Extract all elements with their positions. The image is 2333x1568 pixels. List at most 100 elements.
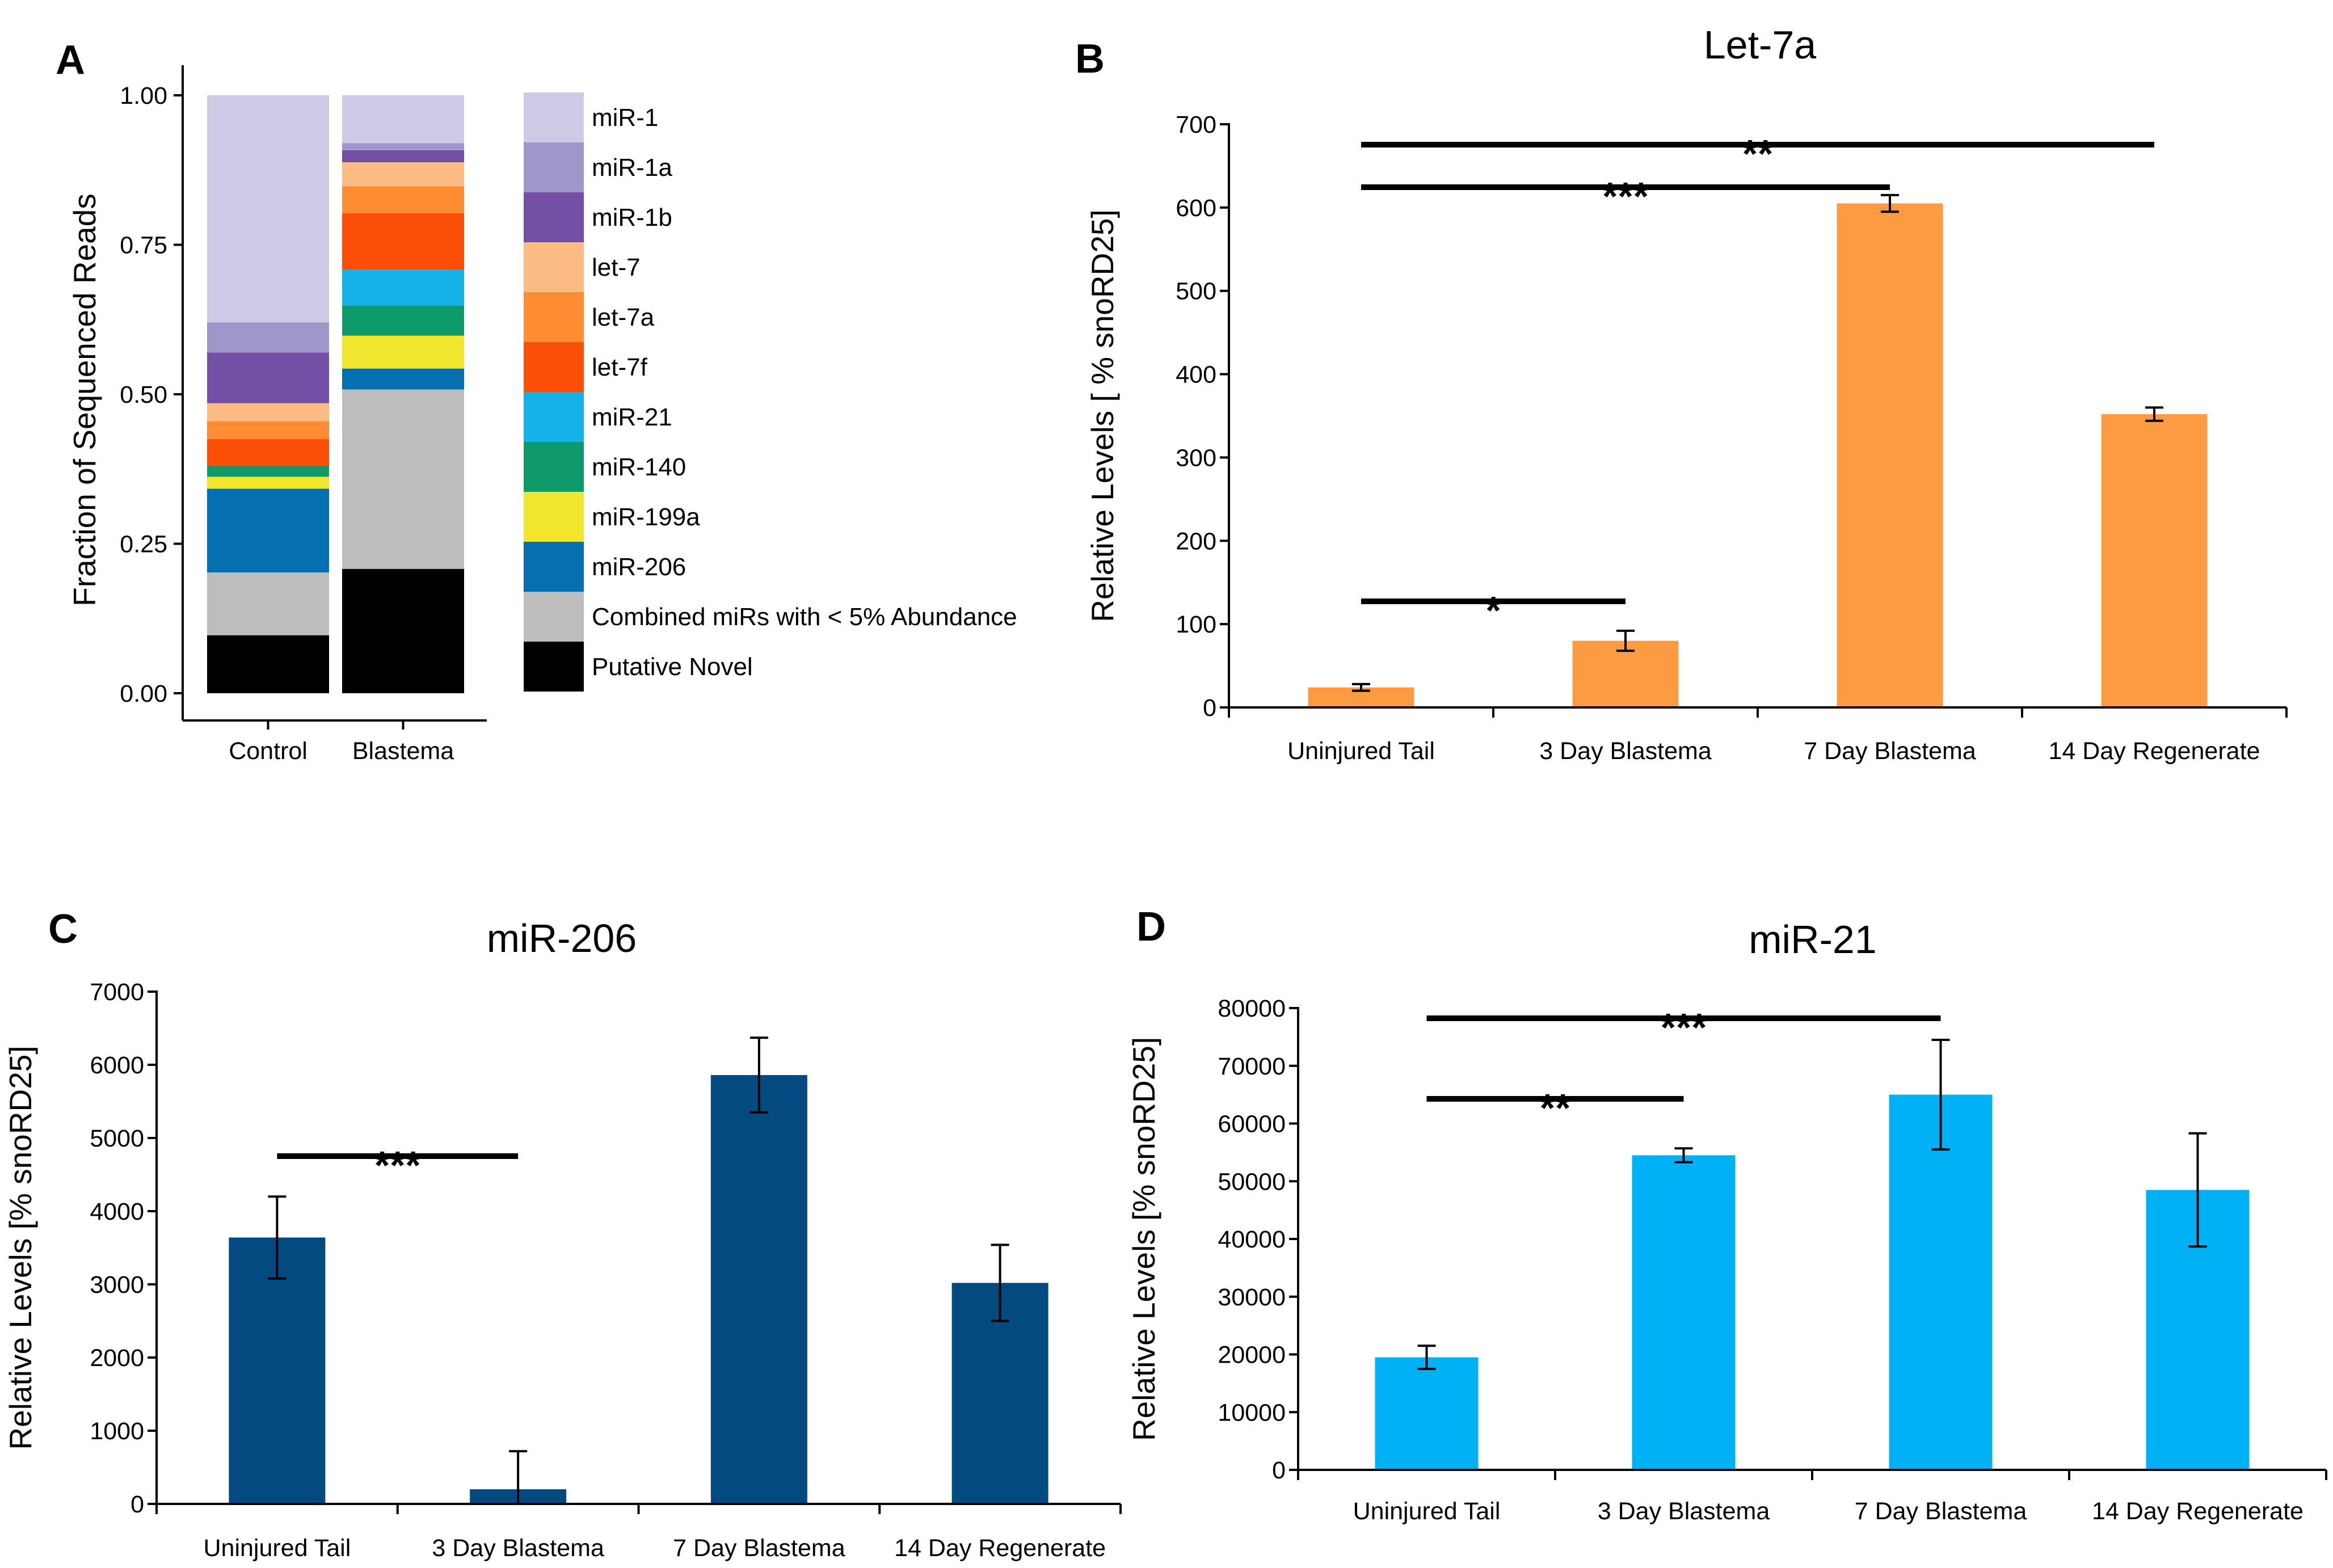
stacked-bar-segment — [207, 488, 329, 573]
panel-b-x-tick-label: 3 Day Blastema — [1539, 737, 1712, 765]
stacked-bar-segment — [342, 213, 464, 270]
legend-swatch — [524, 642, 584, 692]
panel-a-x-tick-label: Control — [229, 737, 308, 765]
panel-d-y-axis-title: Relative Levels [% snoRD25] — [1126, 1037, 1161, 1441]
panel-d-y-tick-label: 20000 — [1218, 1342, 1286, 1369]
panel-d-marks — [1289, 1007, 2327, 1480]
error-bar — [1352, 682, 1370, 692]
legend-label: miR-140 — [592, 453, 686, 481]
panel-b-significance-label: * — [1485, 588, 1501, 633]
bar — [710, 1075, 807, 1504]
bar — [1632, 1155, 1736, 1470]
panel-d-y-tick-label: 60000 — [1218, 1111, 1286, 1138]
stacked-bar-segment — [342, 269, 464, 306]
panel-letter-a: A — [56, 37, 85, 83]
legend-swatch — [524, 592, 584, 642]
panel-c-x-tick-label: Uninjured Tail — [204, 1535, 351, 1562]
panel-b: B Let-7a Relative Levels [ % snoRD25] 0 … — [1075, 23, 2288, 765]
legend-swatch — [524, 192, 584, 242]
panel-d-x-tick-label: 3 Day Blastema — [1598, 1498, 1770, 1525]
stacked-bar-segment — [342, 306, 464, 336]
error-bar — [268, 1195, 287, 1280]
panel-a-y-axis-title: Fraction of Sequenced Reads — [67, 193, 102, 606]
error-bar — [991, 1244, 1009, 1322]
panel-b-x-tick-label: 14 Day Regenerate — [2049, 737, 2260, 765]
panel-a-y-tick-label: 1.00 — [120, 82, 167, 109]
panel-d-significance-label: *** — [1661, 1005, 1707, 1049]
error-bar — [1674, 1147, 1693, 1164]
panel-b-y-tick-label: 600 — [1176, 195, 1216, 222]
panel-b-y-tick-label: 100 — [1176, 611, 1216, 638]
stacked-bar-segment — [342, 143, 464, 150]
panel-d-y-tick-label: 40000 — [1218, 1226, 1286, 1253]
panel-c-x-tick-label: 14 Day Regenerate — [894, 1535, 1106, 1562]
panel-d: D miR-21 Relative Levels [% snoRD25] 0 1… — [1126, 904, 2327, 1525]
panel-a-axes — [174, 65, 487, 730]
legend-label: miR-199a — [592, 503, 700, 531]
panel-c-y-tick-label: 5000 — [90, 1125, 144, 1152]
panel-d-significance-label: ** — [1540, 1086, 1571, 1130]
legend-swatch — [524, 342, 584, 392]
legend-label: miR-206 — [592, 553, 686, 581]
stacked-bar-segment — [207, 95, 329, 323]
panel-letter-d: D — [1136, 904, 1166, 950]
legend-swatch — [524, 392, 584, 442]
panel-c-y-tick-label: 6000 — [90, 1052, 144, 1079]
panel-d-y-tick-label: 10000 — [1218, 1399, 1286, 1426]
panel-c-y-axis-title: Relative Levels [% snoRD25] — [3, 1046, 38, 1449]
panel-c-y-tick-label: 4000 — [90, 1198, 144, 1225]
panel-b-y-tick-label: 500 — [1176, 278, 1216, 305]
panel-a-y-tick-label: 0.50 — [120, 381, 167, 408]
bar — [229, 1237, 326, 1504]
error-bar — [749, 1036, 768, 1114]
stacked-bar-segment — [342, 568, 464, 693]
panel-c-y-tick-label: 7000 — [90, 979, 144, 1006]
panel-d-y-tick-label: 0 — [1272, 1457, 1286, 1484]
panel-b-y-axis-title: Relative Levels [ % snoRD25] — [1085, 209, 1120, 622]
panel-a-stacked-bars — [207, 95, 464, 693]
legend-label: Putative Novel — [592, 653, 753, 681]
panel-d-y-tick-label: 70000 — [1218, 1053, 1286, 1080]
stacked-bar-segment — [342, 389, 464, 569]
legend-label: let-7 — [592, 254, 641, 281]
legend-label: miR-21 — [592, 403, 672, 431]
stacked-bar-segment — [342, 95, 464, 144]
panel-b-y-tick-label: 400 — [1176, 361, 1216, 389]
panel-b-y-tick-label: 700 — [1176, 111, 1216, 138]
error-bar — [2188, 1132, 2207, 1248]
panel-b-y-tick-label: 300 — [1176, 444, 1216, 471]
panel-letter-b: B — [1075, 36, 1105, 82]
legend-swatch — [524, 292, 584, 342]
panel-a-y-tick-label: 0.75 — [120, 232, 167, 259]
panel-c-x-tick-label: 7 Day Blastema — [673, 1535, 845, 1562]
stacked-bar-segment — [342, 162, 464, 187]
panel-b-title: Let-7a — [1704, 23, 1817, 67]
stacked-bar-segment — [207, 477, 329, 489]
stacked-bar-segment — [207, 322, 329, 353]
bar — [2101, 414, 2208, 707]
panel-d-x-tick-label: 7 Day Blastema — [1855, 1498, 2027, 1525]
stacked-bar-segment — [207, 421, 329, 440]
panel-c-significance-label: *** — [374, 1143, 421, 1187]
panel-a-y-ticks: 0.00 0.25 0.50 0.75 1.00 — [120, 82, 167, 707]
panel-b-significance-label: *** — [1602, 174, 1649, 218]
legend-swatch — [524, 92, 584, 142]
bar — [1889, 1094, 1993, 1470]
stacked-bar-segment — [207, 403, 329, 421]
bar — [1375, 1357, 1479, 1470]
stacked-bar-segment — [207, 572, 329, 635]
panel-d-y-tick-label: 30000 — [1218, 1284, 1286, 1311]
panel-b-significance-label: ** — [1742, 132, 1774, 176]
error-bar — [1616, 629, 1635, 652]
legend-swatch — [524, 242, 584, 292]
legend-label: Combined miRs with < 5% Abundance — [592, 603, 1017, 631]
stacked-bar-segment — [342, 335, 464, 369]
panel-c-x-tick-label: 3 Day Blastema — [432, 1535, 604, 1562]
panel-c: C miR-206 Relative Levels [% snoRD25] 0 … — [3, 907, 1122, 1562]
panel-a: A Fraction of Sequenced Reads 0.00 0.25 … — [56, 37, 1017, 765]
panel-b-y-tick-label: 200 — [1176, 528, 1216, 555]
legend-swatch — [524, 542, 584, 592]
legend-label: miR-1a — [592, 154, 672, 182]
panel-letter-c: C — [48, 907, 78, 952]
